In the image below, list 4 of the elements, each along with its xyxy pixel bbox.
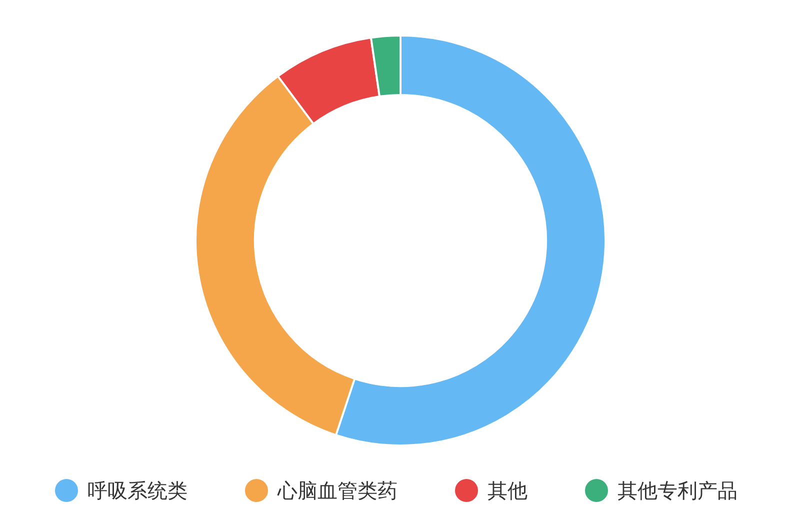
legend-label: 呼吸系统类: [88, 478, 188, 502]
legend-label: 心脑血管类药: [276, 478, 398, 502]
legend-label: 其他: [488, 478, 528, 502]
legend-label: 其他专利产品: [618, 478, 738, 502]
